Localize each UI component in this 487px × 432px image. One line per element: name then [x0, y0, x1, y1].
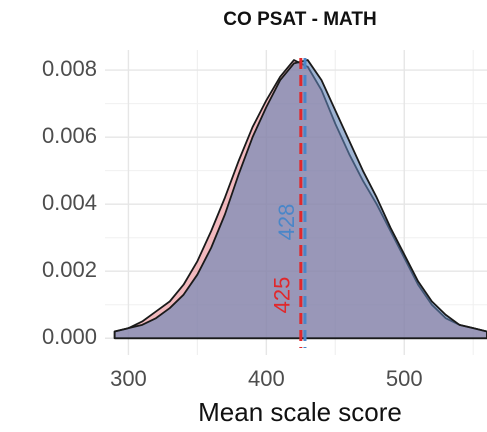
x-tick-label: 300: [110, 366, 147, 391]
y-tick-label: 0.004: [42, 190, 97, 215]
y-tick-label: 0.006: [42, 123, 97, 148]
reference-label: 425: [270, 277, 295, 314]
y-tick-label: 0.002: [42, 257, 97, 282]
y-tick-label: 0.008: [42, 56, 97, 81]
x-tick-label: 500: [386, 366, 423, 391]
x-axis-label: Mean scale score: [198, 397, 402, 427]
x-tick-label: 400: [248, 366, 285, 391]
y-tick-label: 0.000: [42, 324, 97, 349]
chart-title: CO PSAT - MATH: [223, 9, 376, 30]
reference-label: 428: [274, 204, 299, 241]
